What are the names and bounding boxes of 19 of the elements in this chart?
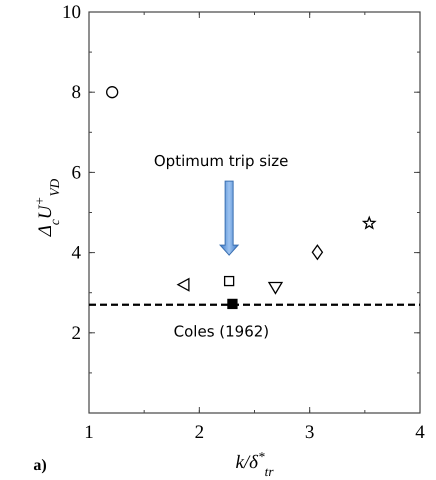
x-tick-label: 3 <box>304 422 314 443</box>
ref-line-label: Coles (1962) <box>174 322 270 341</box>
annotation: Optimum trip size <box>154 152 288 170</box>
point <box>312 244 324 260</box>
y-tick-label: 6 <box>72 162 81 184</box>
y-tick-label: 2 <box>72 322 81 344</box>
point <box>362 216 376 229</box>
text: a) <box>33 457 47 474</box>
point <box>224 276 234 286</box>
y-tick-label: 4 <box>72 242 82 264</box>
point <box>268 282 283 294</box>
y-tick-label: 10 <box>62 2 81 23</box>
x-tick-label: 2 <box>194 422 204 443</box>
x-tick-label: 4 <box>415 422 426 443</box>
x-tick-label: 1 <box>84 422 94 443</box>
point <box>177 278 190 292</box>
point <box>106 86 118 98</box>
point <box>227 298 238 310</box>
y-tick-label: 8 <box>72 82 81 104</box>
